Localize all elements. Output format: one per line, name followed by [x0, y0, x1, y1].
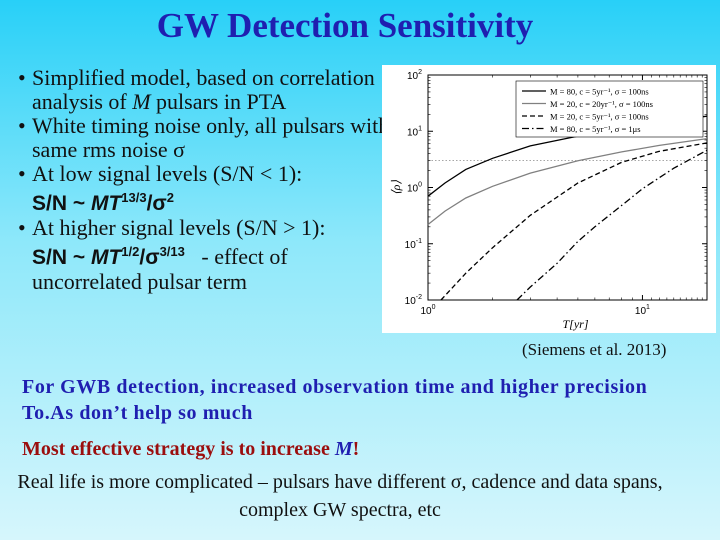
legend-label: M = 80, c = 5yr⁻¹, σ = 1μs — [550, 124, 641, 134]
sensitivity-chart: 10-2 10-1 100 101 102 100 101 T[yr] ⟨ρ⟩ M = 80, c… — [389, 69, 708, 331]
formula-part: S/N ~ — [32, 246, 91, 269]
legend-label: M = 20, c = 20yr⁻¹, σ = 100ns — [550, 99, 653, 109]
series-line — [440, 142, 708, 301]
y-tick-label: 102 — [407, 69, 422, 82]
y-tick-label: 101 — [407, 125, 422, 138]
formula-part: MT — [90, 246, 122, 269]
legend-box — [515, 80, 704, 138]
formula: S/N ~ MT13/3/σ2 — [32, 190, 175, 215]
bullet-text-italic: M — [132, 89, 151, 114]
slide-title: GW Detection Sensitivity — [156, 6, 534, 45]
formula: S/N ~ MT1/2/σ3/13 — [32, 244, 185, 269]
legend-label: M = 20, c = 5yr⁻¹, σ = 100ns — [550, 112, 649, 122]
bullet-text: Simplified model, based on correlation a… — [32, 65, 375, 114]
bullet-item: • At low signal levels (S/N < 1): S/N ~ MT… — [18, 162, 390, 216]
strategy-text: Most effective strategy is to increase — [22, 438, 335, 460]
bullet-item: • At higher signal levels (S/N > 1): S/N ~… — [18, 216, 390, 294]
real-life-note: Real life is more complicated – pulsars … — [17, 471, 663, 521]
citation: (Siemens et al. 2013) — [522, 340, 667, 359]
strategy-symbol: M — [334, 438, 353, 460]
series-line — [516, 149, 708, 301]
bullet-list: • Simplified model, based on correlation … — [18, 66, 390, 294]
formula-part: MT — [90, 192, 122, 215]
formula-part: /σ — [146, 192, 167, 215]
x-tick-label: 101 — [635, 304, 650, 317]
formula-part: 1/2 — [121, 244, 140, 259]
bullet-icon: • — [18, 215, 26, 240]
formula-part: 2 — [166, 190, 175, 205]
strategy-text: ! — [352, 438, 360, 460]
bullet-item: • White timing noise only, all pulsars wi… — [18, 114, 390, 162]
y-tick-label: 100 — [407, 182, 422, 195]
formula-part: S/N ~ — [32, 192, 91, 215]
y-tick-label: 10-1 — [405, 238, 422, 251]
series-line — [427, 137, 708, 226]
legend-label: M = 80, c = 5yr⁻¹, σ = 100ns — [550, 87, 649, 97]
bullet-item: • Simplified model, based on correlation … — [18, 66, 390, 114]
gwb-note: For GWB detection, increased observation… — [22, 376, 648, 424]
bullet-icon: • — [18, 113, 26, 138]
bullet-icon: • — [18, 65, 26, 90]
bullet-text: pulsars in PTA — [150, 89, 287, 114]
x-tick-label: 100 — [420, 304, 435, 317]
formula-part: 3/13 — [159, 244, 185, 259]
x-axis-label: T[yr] — [562, 317, 588, 331]
bullet-text: - effect of uncorrelated pulsar term — [32, 244, 294, 294]
bullet-text: At higher signal levels (S/N > 1): — [32, 215, 326, 240]
formula-part: 13/3 — [121, 190, 147, 205]
y-axis-label: ⟨ρ⟩ — [389, 180, 403, 195]
bullet-icon: • — [18, 161, 26, 186]
formula-part: /σ — [139, 246, 160, 269]
strategy-note: Most effective strategy is to increase M… — [22, 438, 359, 461]
y-tick-label: 10-2 — [405, 294, 422, 307]
bullet-text: At low signal levels (S/N < 1): — [32, 161, 303, 186]
bullet-text: White timing noise only, all pulsars wit… — [32, 113, 390, 162]
chart-panel: 10-2 10-1 100 101 102 100 101 T[yr] ⟨ρ⟩ M = 80, c… — [382, 65, 716, 333]
